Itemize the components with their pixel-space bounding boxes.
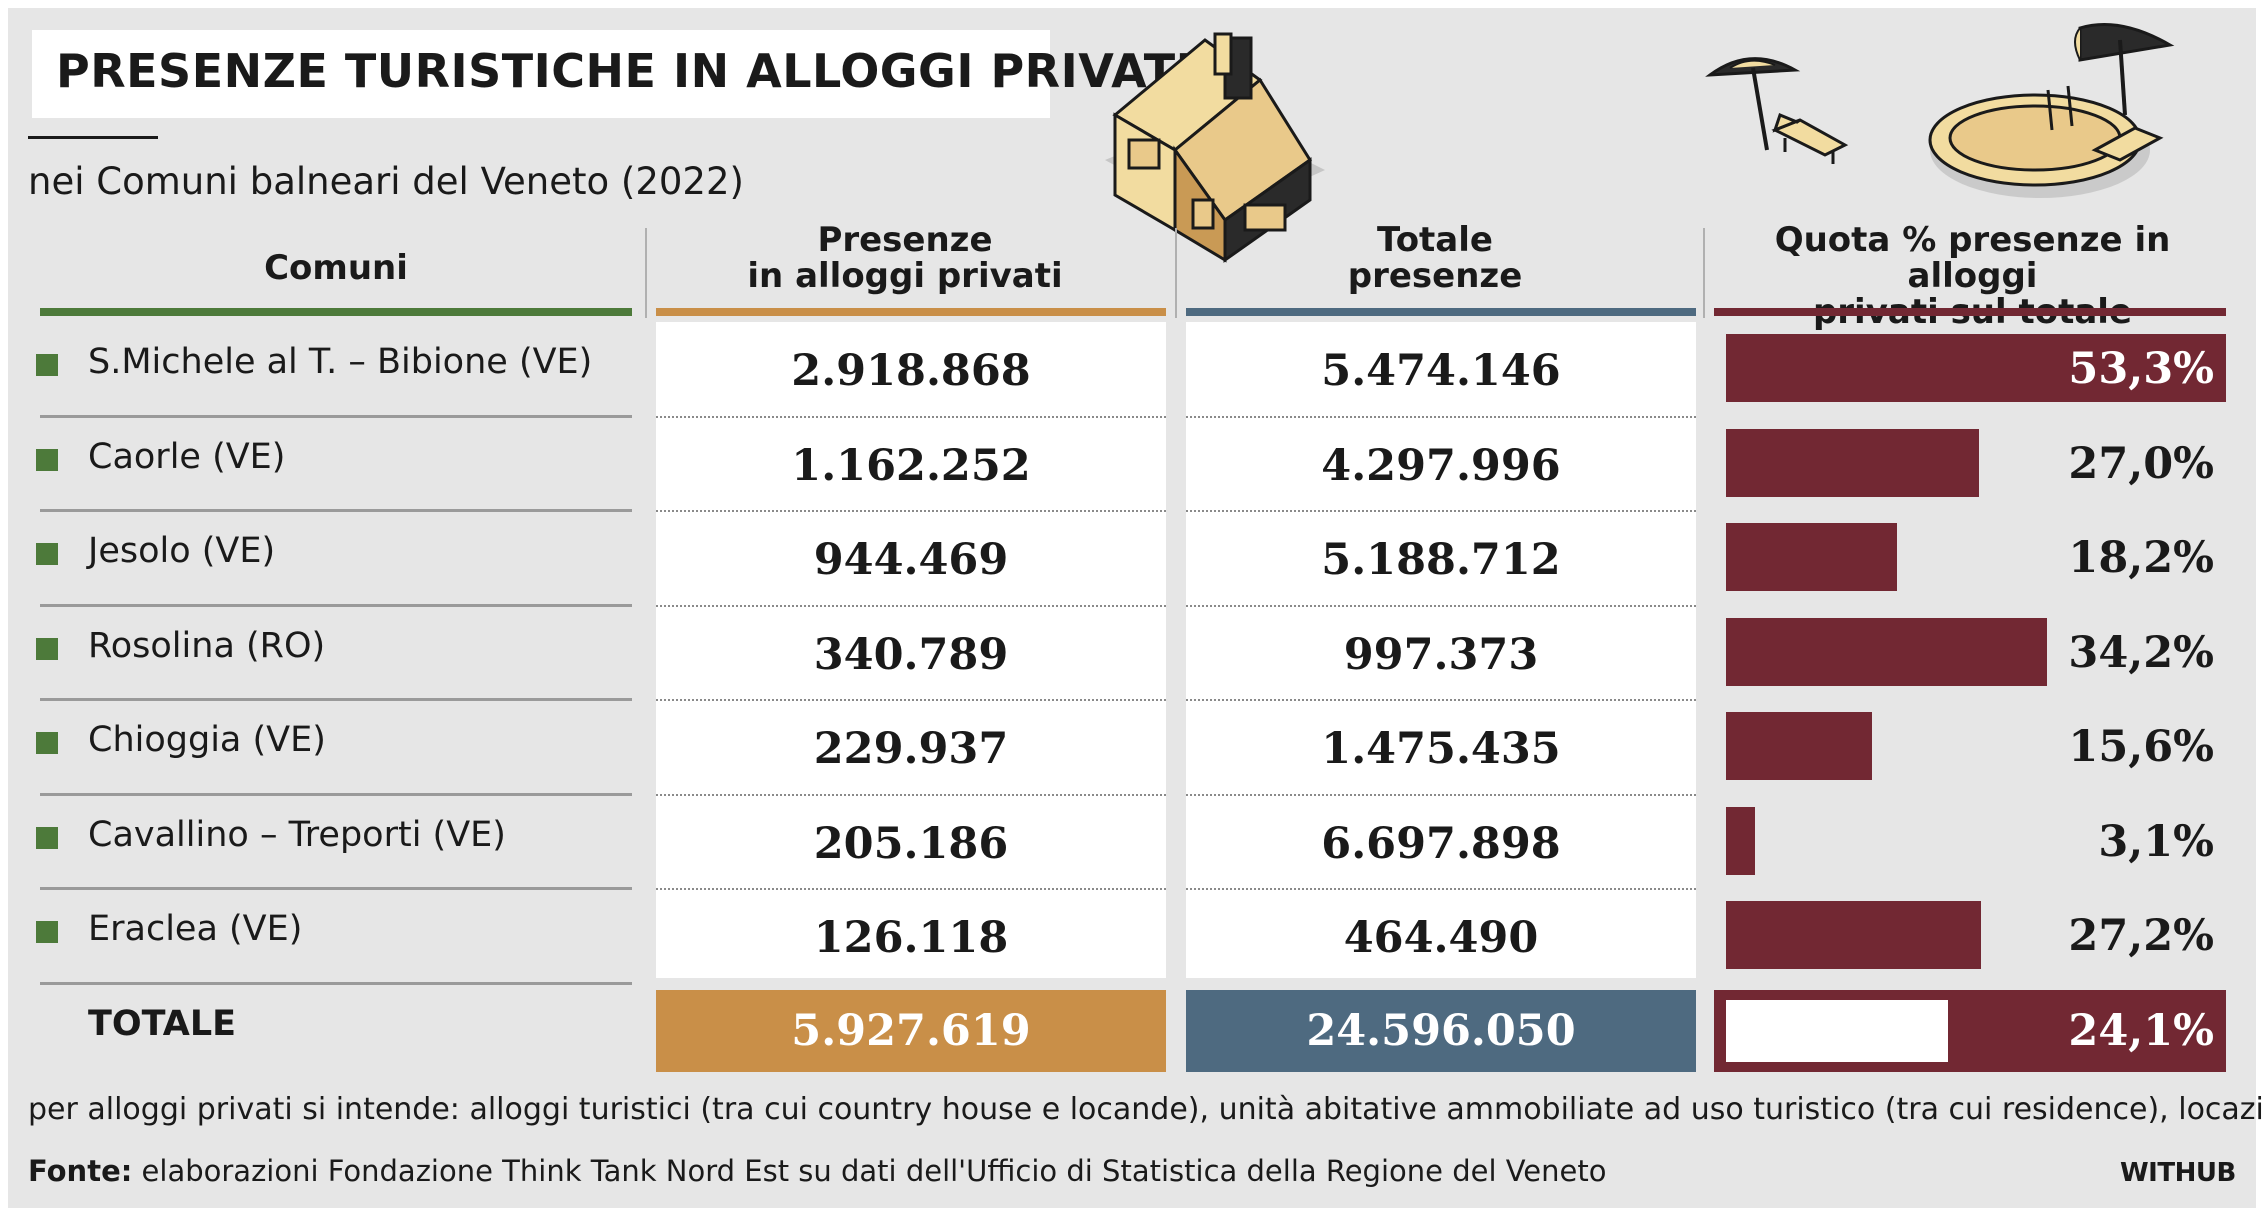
source-line: Fonte: elaborazioni Fondazione Think Tan… xyxy=(28,1154,1607,1188)
row-presenze-value: 229.937 xyxy=(813,724,1009,774)
row-dotted-divider xyxy=(656,510,1166,512)
row-dotted-divider xyxy=(656,604,1166,607)
row-quota-bar xyxy=(1726,428,1979,497)
row-marker xyxy=(36,732,58,754)
row-dotted-divider xyxy=(656,888,1166,890)
header-presenze-line2: in alloggi privati xyxy=(747,256,1063,296)
header-separator xyxy=(645,228,647,318)
row-quota-bar xyxy=(1726,334,2226,402)
footnote: per alloggi privati si intende: alloggi … xyxy=(28,1092,2264,1127)
row-marker xyxy=(36,826,58,849)
row-comune: Cavallino – Treporti (VE) xyxy=(88,814,506,855)
pool-umbrella-icon xyxy=(1928,22,2175,198)
row-quota-bar xyxy=(1726,806,1755,875)
row-dotted-divider xyxy=(1186,699,1696,701)
row-quota-value: 27,0% xyxy=(2068,438,2214,489)
row-presenze-value: 2.918.868 xyxy=(791,346,1031,396)
row-marker xyxy=(36,921,58,943)
row-marker xyxy=(36,543,58,565)
row-dotted-divider xyxy=(1186,415,1696,418)
header-presenze-privati: Presenze in alloggi privati xyxy=(650,222,1160,294)
row-dotted-divider xyxy=(656,793,1166,796)
row-quota-value: 27,2% xyxy=(2068,911,2214,961)
row-presenze-value: 126.118 xyxy=(813,913,1009,963)
title-rule xyxy=(28,136,158,139)
row-divider xyxy=(40,698,632,701)
totale-column-bg xyxy=(1186,322,1696,978)
row-divider xyxy=(40,887,632,890)
chart-title: PRESENZE TURISTICHE IN ALLOGGI PRIVATI xyxy=(56,44,1194,98)
row-divider xyxy=(40,792,632,796)
row-comune: S.Michele al T. – Bibione (VE) xyxy=(88,342,593,382)
row-presenze-value: 340.789 xyxy=(813,629,1009,680)
total-label: TOTALE xyxy=(88,1004,237,1044)
row-totale-value: 4.297.996 xyxy=(1321,440,1561,491)
row-presenze-value: 1.162.252 xyxy=(791,440,1031,491)
row-divider xyxy=(40,414,632,418)
source-label: Fonte: xyxy=(28,1154,133,1188)
row-quota-value: 18,2% xyxy=(2068,533,2214,583)
total-presenze-box: 5.927.619 xyxy=(656,990,1166,1072)
header-separator xyxy=(1703,228,1705,318)
row-totale-value: 6.697.898 xyxy=(1321,818,1561,869)
header-separator xyxy=(1175,228,1177,318)
header-presenze-line1: Presenze xyxy=(817,220,993,260)
presenze-rule xyxy=(656,308,1166,316)
row-quota-bar xyxy=(1726,523,1897,591)
row-marker xyxy=(36,354,58,376)
brand-logo: WITHUB xyxy=(2120,1158,2236,1188)
header-comuni: Comuni xyxy=(264,248,408,288)
total-quota-value: 24,1% xyxy=(2068,1006,2214,1056)
row-totale-value: 997.373 xyxy=(1343,629,1539,680)
row-divider xyxy=(40,603,632,607)
row-quota-value: 3,1% xyxy=(2098,816,2214,867)
row-totale-value: 1.475.435 xyxy=(1321,724,1561,774)
row-quota-bar xyxy=(1726,617,2047,686)
total-totale-box: 24.596.050 xyxy=(1186,990,1696,1072)
row-totale-value: 5.188.712 xyxy=(1321,535,1561,585)
row-quota-value: 34,2% xyxy=(2068,627,2214,678)
row-quota-bar xyxy=(1726,712,1872,780)
row-presenze-value: 944.469 xyxy=(813,535,1009,585)
row-dotted-divider xyxy=(1186,604,1696,607)
row-comune: Rosolina (RO) xyxy=(88,625,326,666)
presenze-column-bg xyxy=(656,322,1166,978)
row-comune: Eraclea (VE) xyxy=(88,909,303,949)
row-presenze-value: 205.186 xyxy=(813,818,1009,869)
total-totale-value: 24.596.050 xyxy=(1306,1006,1576,1056)
row-dotted-divider xyxy=(1186,510,1696,512)
row-quota-value: 15,6% xyxy=(2068,722,2214,772)
row-dotted-divider xyxy=(1186,888,1696,890)
header-totale-presenze: Totale presenze xyxy=(1180,222,1690,294)
row-comune: Chioggia (VE) xyxy=(88,720,326,760)
row-dotted-divider xyxy=(656,699,1166,701)
row-marker xyxy=(36,637,58,660)
row-comune: Jesolo (VE) xyxy=(88,531,276,571)
header-totale-line1: Totale xyxy=(1377,220,1493,260)
comuni-rule xyxy=(40,308,632,316)
row-quota-bar xyxy=(1726,901,1981,969)
totale-rule xyxy=(1186,308,1696,316)
title-box: PRESENZE TURISTICHE IN ALLOGGI PRIVATI xyxy=(32,30,1193,118)
row-divider xyxy=(40,981,632,985)
total-presenze-value: 5.927.619 xyxy=(791,1006,1031,1056)
source-text: elaborazioni Fondazione Think Tank Nord … xyxy=(132,1154,1607,1188)
row-totale-value: 464.490 xyxy=(1343,913,1539,963)
row-comune: Caorle (VE) xyxy=(88,436,286,477)
row-divider xyxy=(40,509,632,512)
header-totale-line2: presenze xyxy=(1347,256,1523,296)
row-totale-value: 5.474.146 xyxy=(1321,346,1561,396)
quota-rule xyxy=(1714,308,2226,316)
house-icon xyxy=(1105,32,1325,263)
row-dotted-divider xyxy=(1186,793,1696,796)
row-marker xyxy=(36,448,58,471)
header-quota-line1: Quota % presenze in alloggi xyxy=(1774,220,2171,296)
row-quota-value: 53,3% xyxy=(2068,344,2214,394)
total-quota-bar xyxy=(1726,1000,1948,1062)
beach-umbrella-sunbed-icon xyxy=(1705,57,1849,164)
row-dotted-divider xyxy=(656,415,1166,418)
chart-subtitle: nei Comuni balneari del Veneto (2022) xyxy=(28,160,744,203)
